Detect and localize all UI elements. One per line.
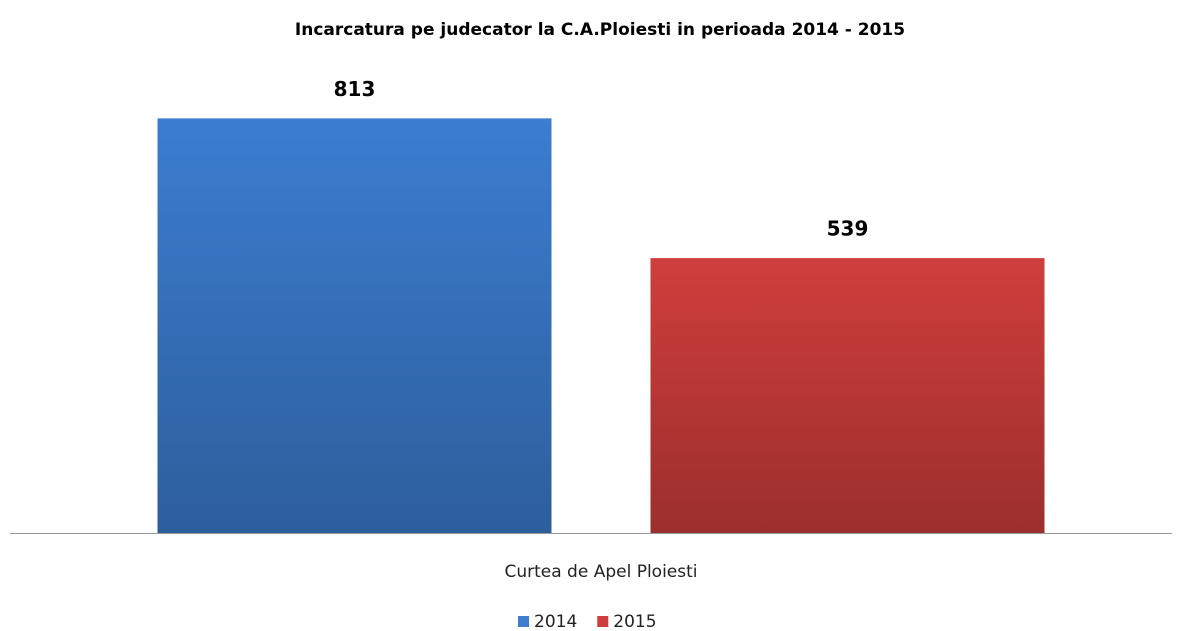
legend-swatch [518,616,529,627]
bar [157,118,552,534]
chart-title: Incarcatura pe judecator la C.A.Ploiesti… [295,20,905,40]
bar [650,258,1045,533]
data-label: 813 [334,77,376,101]
legend-label: 2015 [613,612,656,631]
data-label: 539 [827,217,869,241]
legend-swatch [597,616,609,627]
x-tick-label: Curtea de Apel Ploiesti [504,562,697,582]
legend-label: 2014 [534,612,577,631]
